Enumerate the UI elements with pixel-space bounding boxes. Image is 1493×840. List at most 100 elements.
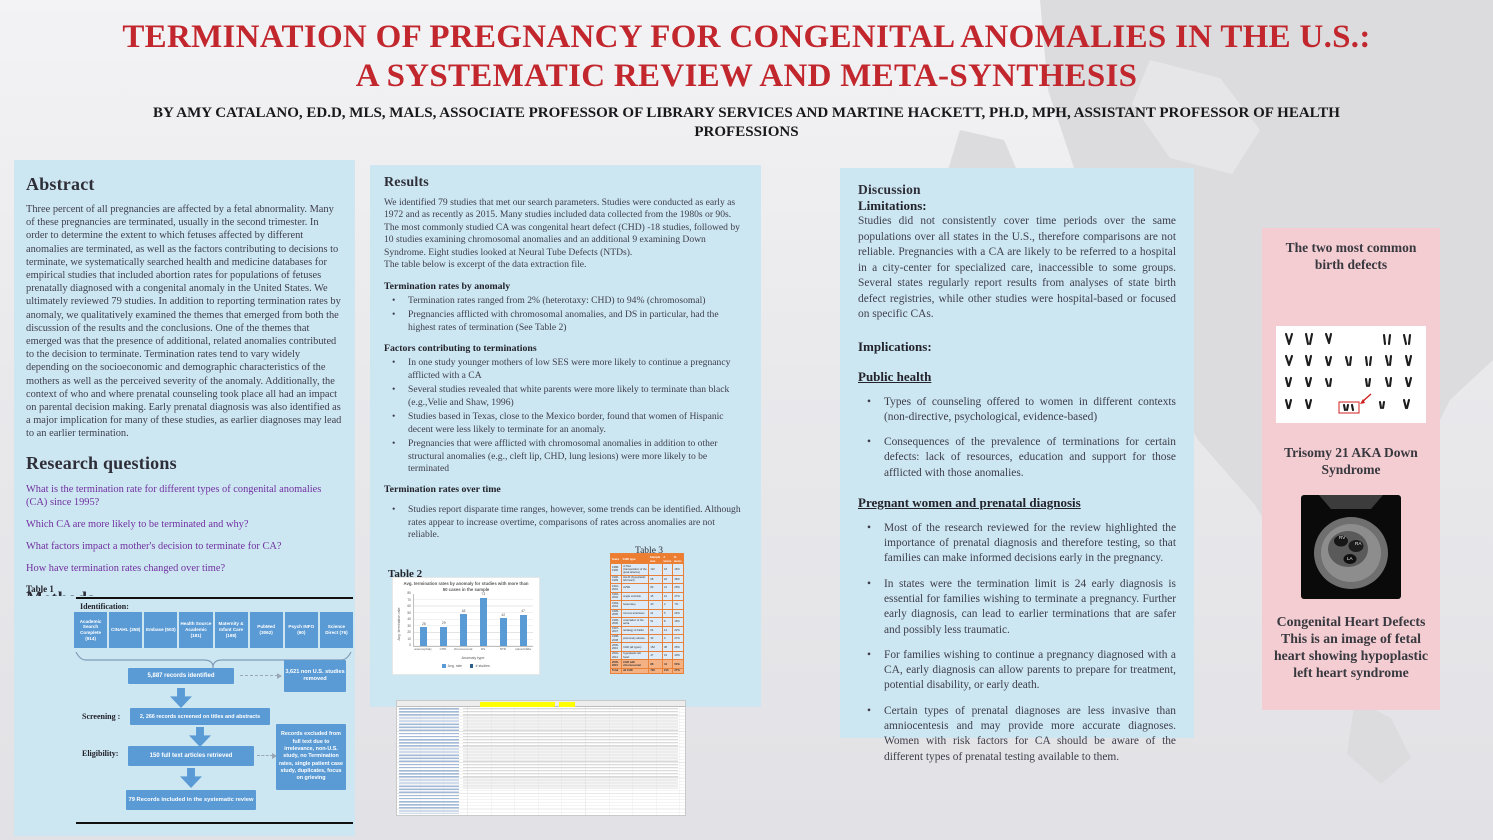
fetal-ultrasound-image: RV RA LA xyxy=(1301,494,1401,599)
legend-item: Avg. rate xyxy=(442,664,462,668)
bullet: Pregnancies that were afflicted with chr… xyxy=(384,438,747,475)
research-question: Which CA are more likely to be terminate… xyxy=(26,518,249,530)
table-row: 1990-1999 HLHS (hypoplastic left heart) 68… xyxy=(610,574,684,585)
ultrasound-label-la: LA xyxy=(1347,556,1354,561)
database-source-box: Academic Search Complete (914) xyxy=(74,612,108,648)
table-cell: 216 xyxy=(661,667,674,675)
table-cell: 38% xyxy=(672,574,684,585)
table-cell: 88 xyxy=(648,659,664,669)
y-tick-label: 40 xyxy=(407,617,411,621)
bar-value-label: 48 xyxy=(461,608,466,613)
table-header-cell: % terms xyxy=(672,553,684,564)
table-cell: 2000-2010 xyxy=(610,642,623,652)
x-tick-label: spina bifida xyxy=(515,647,531,651)
chart-y-ticks: 0 10 20 30 40 50 60 70 80 xyxy=(396,591,411,647)
bullet: For families wishing to continue a pregn… xyxy=(858,648,1176,694)
rates-over-time-bullets: Studies report disparate time ranges, ho… xyxy=(384,504,747,543)
left-column-panel: Abstract Three percent of all pregnancie… xyxy=(14,160,355,836)
research-questions-heading: Research questions xyxy=(26,452,177,473)
table-cell: 16% xyxy=(672,617,684,627)
table-cell: 68 xyxy=(648,574,664,585)
records-excluded-box: Records excluded from full text due to i… xyxy=(276,724,346,790)
legend-label: Avg. rate xyxy=(447,664,462,668)
table-cell: 27% xyxy=(672,591,684,602)
table-cell: single ventricle xyxy=(621,591,650,602)
table-cell: 16% xyxy=(672,563,684,576)
table-header-cell: Sample size xyxy=(648,553,664,564)
table-header-cell: # terms xyxy=(661,553,674,564)
bullet: Several studies revealed that white pare… xyxy=(384,384,747,409)
y-tick-label: 0 xyxy=(409,643,411,647)
table-cell: 50% xyxy=(672,659,684,669)
table-cell: 1992-2002 xyxy=(610,591,623,602)
karyotype-image xyxy=(1276,325,1426,423)
research-question: What is the termination rate for differe… xyxy=(26,483,322,508)
bar-slot: 28 xyxy=(414,594,434,646)
table-cell: coarctation of the aorta xyxy=(621,617,650,627)
table-cell: 5 xyxy=(661,608,674,619)
bar-slot: 48 xyxy=(454,594,474,646)
bullet: Consequences of the prevalence of termin… xyxy=(858,435,1176,481)
table-cell: CHD (all types) xyxy=(621,642,650,652)
table-row: 1995-2005 truncus arteriosus 21 5 24% xyxy=(610,608,684,619)
database-source-box: PubMed (3062) xyxy=(249,612,283,648)
table-row: 2000-2010 CHD (all types) 152 38 25% xyxy=(610,642,684,652)
arrow-to-excluded xyxy=(257,752,277,759)
table-cell: Total xyxy=(610,667,623,675)
table-cell: 33 xyxy=(648,633,664,644)
chart-x-axis-label: Anomaly type xyxy=(461,656,485,660)
table-row: 1998-2008 pulmonary atresia 33 9 27% xyxy=(610,633,684,644)
table-cell: 83 xyxy=(648,583,664,593)
database-source-box: Embase (503) xyxy=(144,612,178,648)
x-tick-label: DS xyxy=(480,647,486,651)
table-cell: 30 xyxy=(648,600,664,610)
discussion-heading: Discussion xyxy=(858,182,921,197)
database-source-box: Maternity & Infant Care (198) xyxy=(214,612,248,648)
research-questions-list: What is the termination rate for differe… xyxy=(26,483,343,575)
table-cell: 1995-2005 xyxy=(610,608,623,619)
table-cell: d-TGA (transposition of the great arteri… xyxy=(621,563,650,576)
screening-label: Screening : xyxy=(82,712,121,721)
table2-bar-chart: Avg. termination rates by anomaly for st… xyxy=(392,577,540,675)
bar-slot: 73 xyxy=(473,592,493,646)
table-cell: truncus arteriosus xyxy=(621,608,650,619)
table-cell: 2005-2015 xyxy=(610,659,623,669)
table-cell: 21 xyxy=(648,608,664,619)
down-arrow-1 xyxy=(170,688,192,708)
table1-label: Table 1 xyxy=(26,584,54,594)
methods-heading: Methods xyxy=(26,588,343,596)
table-cell: HLHS (hypoplastic left heart) xyxy=(621,574,650,585)
limitations-heading: Limitations: xyxy=(858,198,927,213)
bullet: Studies report disparate time ranges, ho… xyxy=(384,504,747,541)
public-health-heading: Public health xyxy=(858,368,932,384)
table-cell: AVSD xyxy=(621,583,650,593)
table-cell: 24% xyxy=(672,608,684,619)
table-cell: 2002-2012 xyxy=(610,650,623,661)
bullet: Studies based in Texas, close to the Mex… xyxy=(384,411,747,436)
table-cell: 14 xyxy=(661,625,674,636)
bar-slot: 29 xyxy=(434,594,454,646)
bar xyxy=(479,597,487,646)
table-cell: 19 xyxy=(661,650,674,661)
bar-value-label: 29 xyxy=(441,621,446,626)
table-cell: 26 xyxy=(661,574,674,585)
spreadsheet-data-columns xyxy=(463,707,678,789)
poster-byline: BY AMY CATALANO, ED.D, MLS, MALS, ASSOCI… xyxy=(153,104,1340,140)
legend-item: # studies xyxy=(469,664,490,668)
bar-slot: 42 xyxy=(493,594,513,646)
chd-caption: Congenital Heart Defects This is an imag… xyxy=(1273,613,1429,681)
table-row: 2002-2012 hypoplastic left heart 47 19 40% xyxy=(610,650,684,661)
chart-legend: Avg. rate # studies xyxy=(393,664,539,668)
ultrasound-label-ra: RA xyxy=(1355,541,1362,546)
database-source-box: CINAHL (358) xyxy=(109,612,143,648)
research-question: What factors impact a mother's decision … xyxy=(26,540,282,552)
table-cell: 45 xyxy=(648,591,664,602)
table-row: 1991-2001 AVSD 83 21 25% xyxy=(610,583,684,593)
records-identified-box: 5,887 records identified xyxy=(128,668,234,684)
bar xyxy=(519,614,527,646)
x-tick-label: CHD xyxy=(439,647,447,651)
rates-by-anomaly-heading: Termination rates by anomaly xyxy=(384,280,511,292)
table-cell: 1996-2006 xyxy=(610,617,623,627)
database-source-box: Science Direct (76) xyxy=(319,612,353,648)
bar-value-label: 73 xyxy=(481,592,486,597)
